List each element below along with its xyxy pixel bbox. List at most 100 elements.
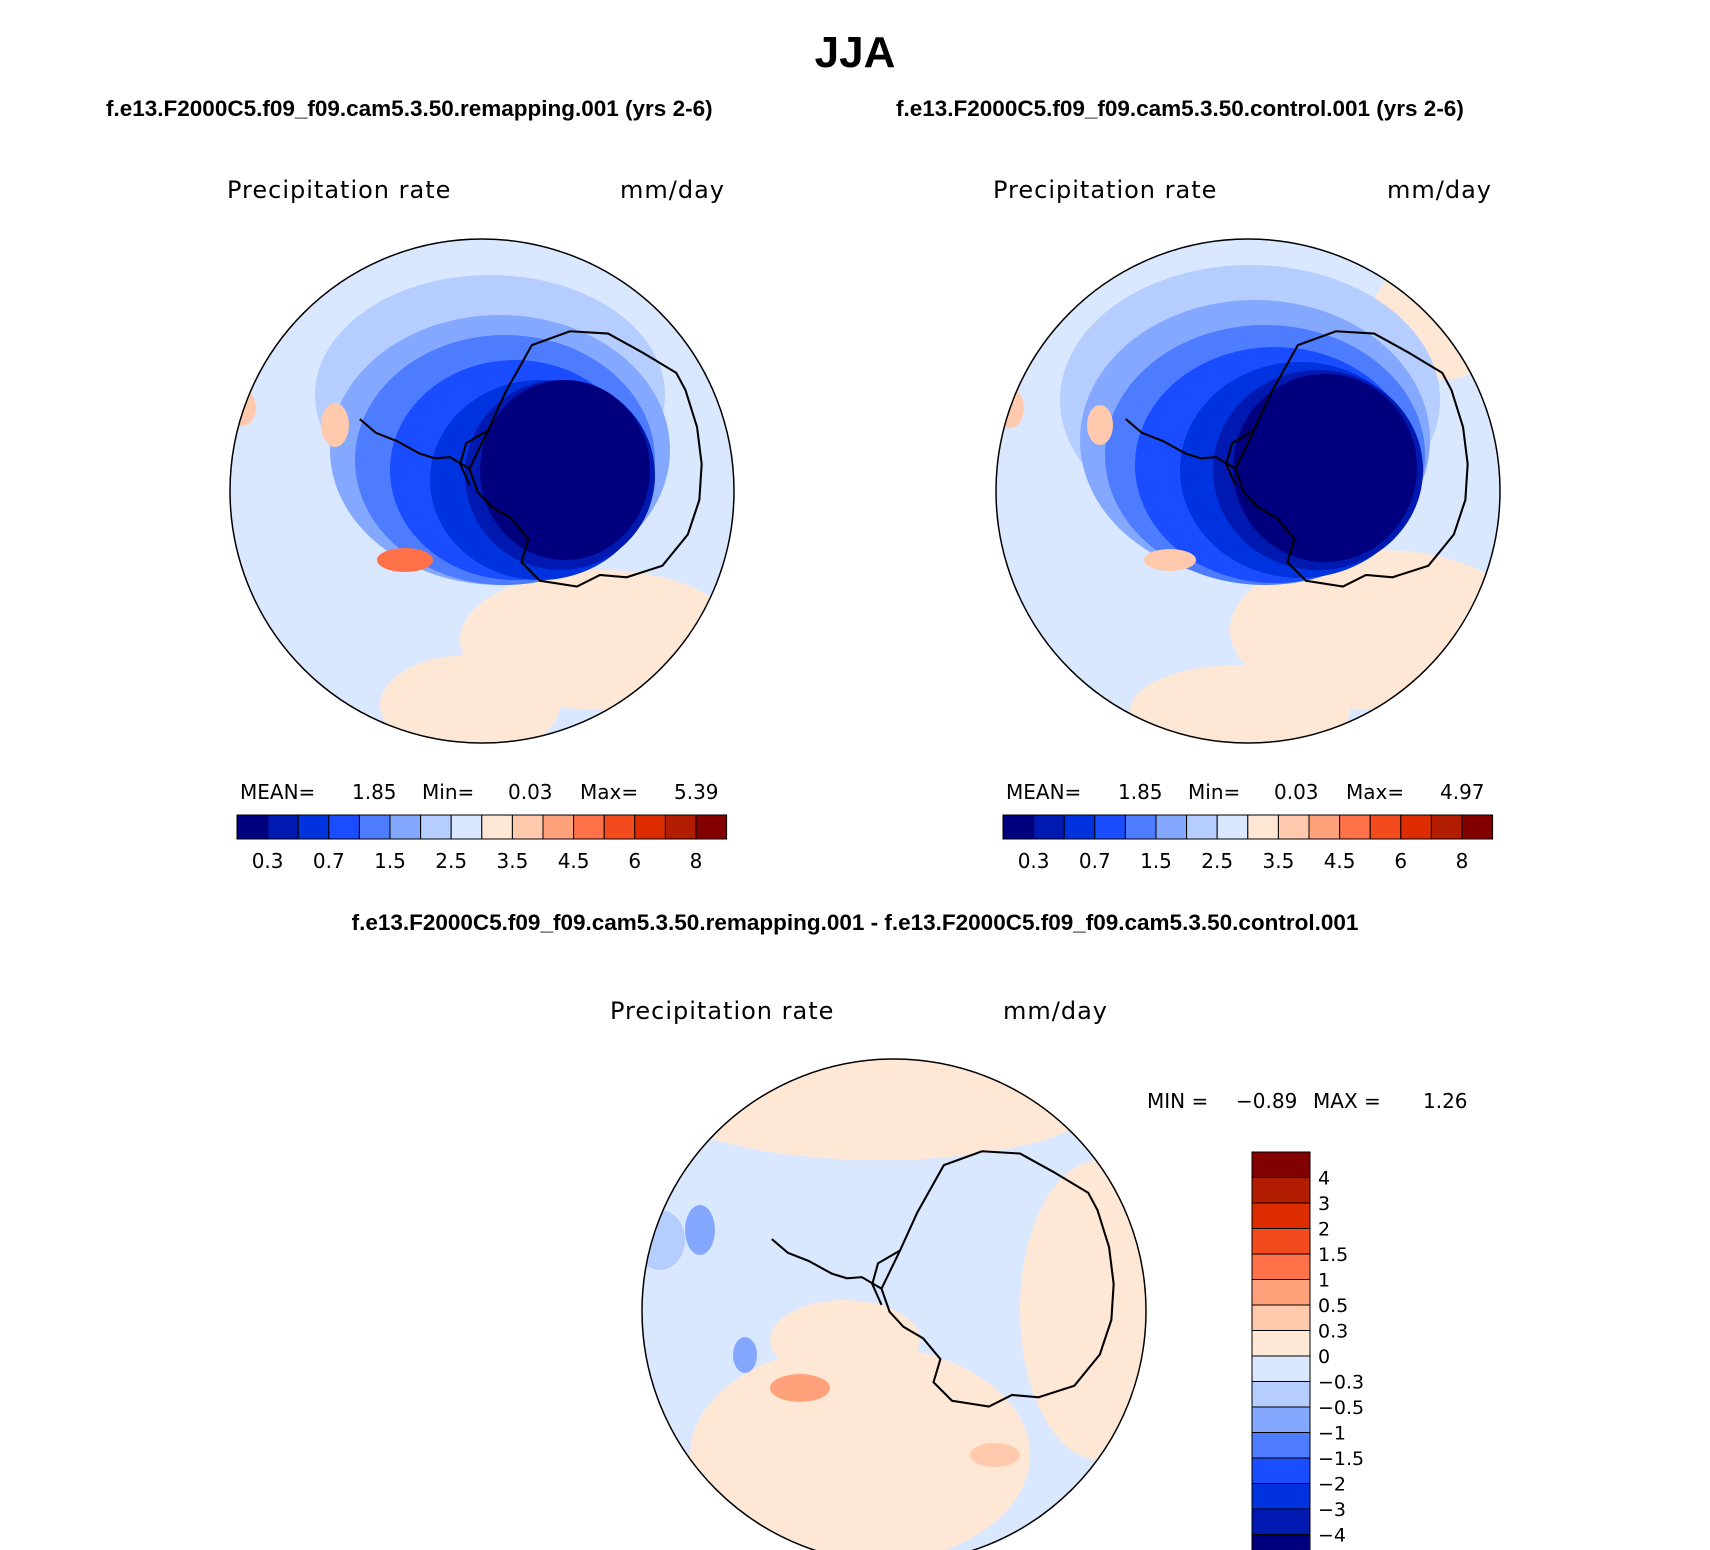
diff-colorbar-tick-label: −1.5 bbox=[1318, 1448, 1364, 1470]
panel-1-warm-sector-2 bbox=[380, 655, 560, 743]
panel-2-colorbar: 0.3 0.7 1.5 2.5 3.5 4.5 6 8 bbox=[1002, 814, 1494, 873]
diff-min-value: −0.89 bbox=[1236, 1089, 1298, 1113]
panel-1-mean-label: MEAN= bbox=[240, 780, 316, 804]
diff-map-boundary bbox=[641, 1058, 1147, 1550]
panel-2-colorbar-tick-label: 6 bbox=[1394, 849, 1407, 873]
panel-1-map-boundary bbox=[229, 238, 735, 744]
panel-1-colorbar-swatch-3 bbox=[328, 814, 360, 840]
panel-2-colorbar-swatch-11 bbox=[1339, 814, 1371, 840]
panel-1-colorbar-swatch-13 bbox=[634, 814, 666, 840]
panel-2-colorbar-swatch-15 bbox=[1461, 814, 1494, 840]
panel-2-colorbar-tick-label: 1.5 bbox=[1140, 849, 1172, 873]
panel-1-colorbar-tick-label: 1.5 bbox=[374, 849, 406, 873]
diff-negative-peninsula bbox=[685, 1205, 715, 1255]
panel-2-colorbar-swatch-4 bbox=[1124, 814, 1157, 840]
diff-colorbar-swatch-7 bbox=[1251, 1355, 1311, 1382]
panel-1-colorbar-swatch-4 bbox=[358, 814, 391, 840]
panel-1-coastal-max bbox=[377, 548, 433, 572]
panel-2-mean-label: MEAN= bbox=[1006, 780, 1082, 804]
diff-colorbar-tick-label: 0.3 bbox=[1318, 1321, 1348, 1343]
diff-colorbar-swatch-9 bbox=[1251, 1304, 1311, 1331]
diff-map bbox=[641, 1058, 1147, 1550]
panel-1-colorbar-swatch-9 bbox=[511, 814, 544, 840]
diff-units: mm/day bbox=[1003, 997, 1108, 1025]
panel-2-colorbar-swatch-8 bbox=[1247, 814, 1279, 840]
panel-2-colorbar-tick-label: 2.5 bbox=[1201, 849, 1233, 873]
panel-1-colorbar-swatch-6 bbox=[420, 814, 452, 840]
diff-colorbar-tick-label: −0.3 bbox=[1318, 1372, 1364, 1394]
panel-1-colorbar-tick-label: 0.3 bbox=[252, 849, 284, 873]
panel-1-units: mm/day bbox=[620, 176, 725, 204]
panel-1-colorbar-swatch-2 bbox=[297, 814, 330, 840]
panel-1-colorbar-tick-label: 6 bbox=[628, 849, 641, 873]
panel-2-colorbar-tick-label: 4.5 bbox=[1324, 849, 1356, 873]
panel-1-colorbar-swatch-1 bbox=[267, 814, 299, 840]
panel-2-max-value: 4.97 bbox=[1440, 780, 1485, 804]
diff-coastal-max bbox=[770, 1374, 830, 1402]
diff-colorbar-tick-label: 4 bbox=[1318, 1168, 1330, 1190]
page-title: JJA bbox=[814, 28, 896, 77]
diff-min-label: MIN = bbox=[1147, 1089, 1209, 1113]
panel-2-max-label: Max= bbox=[1346, 780, 1405, 804]
diff-colorbar-tick-label: −0.5 bbox=[1318, 1397, 1364, 1419]
panel-1-variable: Precipitation rate bbox=[227, 176, 452, 204]
panel-2-units: mm/day bbox=[1387, 176, 1492, 204]
panel-1-colorbar-swatch-10 bbox=[542, 814, 575, 840]
panel-1-colorbar-swatch-0 bbox=[236, 814, 269, 840]
panel-2-colorbar-tick-label: 8 bbox=[1456, 849, 1469, 873]
diff-colorbar-tick-label: 2 bbox=[1318, 1219, 1330, 1241]
diff-colorbar-tick-label: −3 bbox=[1318, 1499, 1346, 1521]
panel-1-colorbar-tick-label: 0.7 bbox=[313, 849, 345, 873]
diff-colorbar-swatch-6 bbox=[1251, 1381, 1311, 1408]
panel-1-map bbox=[229, 238, 735, 744]
panel-1-colorbar-tick-label: 8 bbox=[690, 849, 703, 873]
diff-max-value: 1.26 bbox=[1423, 1089, 1468, 1113]
diff-colorbar-swatch-15 bbox=[1251, 1151, 1311, 1178]
panel-2-min-value: 0.03 bbox=[1274, 780, 1319, 804]
panel-2-variable: Precipitation rate bbox=[993, 176, 1218, 204]
diff-positive-south bbox=[690, 1345, 1030, 1550]
diff-colorbar-tick-label: −2 bbox=[1318, 1474, 1346, 1496]
panel-2-colorbar-swatch-1 bbox=[1033, 814, 1065, 840]
panel-2-colorbar-tick-label: 0.7 bbox=[1079, 849, 1111, 873]
panel-1-colorbar-tick-label: 4.5 bbox=[558, 849, 590, 873]
diff-colorbar-swatch-2 bbox=[1251, 1483, 1311, 1510]
panel-2-min-label: Min= bbox=[1188, 780, 1241, 804]
panel-1-max-value: 5.39 bbox=[674, 780, 719, 804]
diff-colorbar-swatch-4 bbox=[1251, 1432, 1311, 1459]
diff-variable: Precipitation rate bbox=[610, 997, 835, 1025]
diff-positive-east bbox=[1020, 1160, 1146, 1460]
panel-2-colorbar-swatch-7 bbox=[1216, 814, 1249, 840]
diff-colorbar-tick-label: 1.5 bbox=[1318, 1244, 1348, 1266]
diff-colorbar-swatch-1 bbox=[1251, 1508, 1311, 1535]
panel-2-colorbar-swatch-9 bbox=[1277, 814, 1310, 840]
panel-2-colorbar-swatch-5 bbox=[1155, 814, 1188, 840]
panel-1-colorbar-swatch-15 bbox=[695, 814, 728, 840]
diff-colorbar-swatch-0 bbox=[1251, 1534, 1311, 1550]
diff-colorbar-swatch-13 bbox=[1251, 1202, 1311, 1229]
diff-positive-patch bbox=[970, 1443, 1020, 1467]
panel-2-warm-sector-2 bbox=[1130, 665, 1350, 743]
diff-positive-shelf bbox=[770, 1300, 920, 1380]
diff-positive-north bbox=[660, 1059, 1100, 1160]
diff-colorbar-swatch-11 bbox=[1251, 1253, 1311, 1280]
diff-negative-coast bbox=[733, 1337, 757, 1373]
panel-1-min-label: Min= bbox=[422, 780, 475, 804]
diff-colorbar-swatch-8 bbox=[1251, 1330, 1311, 1357]
diff-colorbar-tick-label: 3 bbox=[1318, 1193, 1330, 1215]
panel-1-edge-patch bbox=[230, 390, 256, 426]
panel-1-colorbar-swatch-8 bbox=[481, 814, 513, 840]
panel-2-colorbar-tick-label: 0.3 bbox=[1018, 849, 1050, 873]
panel-2-mean-value: 1.85 bbox=[1118, 780, 1163, 804]
panel-1-colorbar: 0.3 0.7 1.5 2.5 3.5 4.5 6 8 bbox=[236, 814, 728, 873]
panel-2-colorbar-swatch-12 bbox=[1369, 814, 1402, 840]
diff-colorbar-tick-label: 0.5 bbox=[1318, 1295, 1348, 1317]
panel-1-case-title: f.e13.F2000C5.f09_f09.cam5.3.50.remappin… bbox=[106, 96, 713, 121]
panel-2-map bbox=[995, 238, 1501, 744]
panel-1-colorbar-swatch-5 bbox=[389, 814, 422, 840]
panel-1-colorbar-swatch-14 bbox=[664, 814, 697, 840]
diff-colorbar-swatch-3 bbox=[1251, 1457, 1311, 1484]
panel-1-min-value: 0.03 bbox=[508, 780, 553, 804]
panel-2-case-title: f.e13.F2000C5.f09_f09.cam5.3.50.control.… bbox=[896, 96, 1464, 121]
